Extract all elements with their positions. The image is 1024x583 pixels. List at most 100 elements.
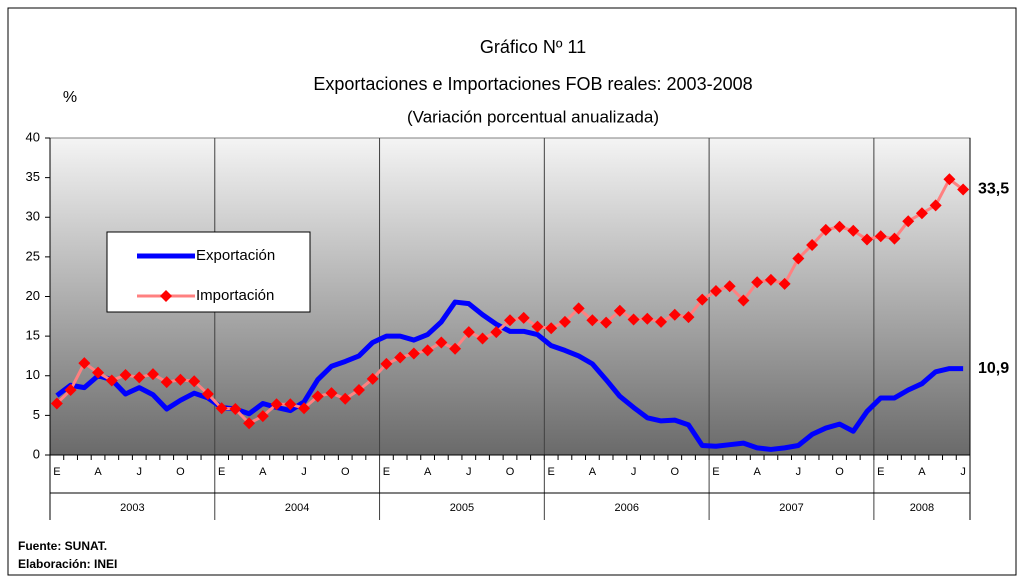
marker	[696, 293, 709, 306]
y-tick-label: 35	[26, 169, 40, 184]
y-tick-label: 10	[26, 367, 40, 382]
marker	[764, 273, 777, 286]
year-label: 2005	[450, 502, 474, 514]
marker	[874, 230, 887, 243]
marker	[64, 384, 77, 397]
x-tick-label: O	[176, 466, 185, 478]
marker	[92, 366, 105, 379]
marker	[737, 294, 750, 307]
marker	[311, 390, 324, 403]
x-tick-label: J	[796, 466, 802, 478]
marker	[201, 387, 214, 400]
marker	[558, 315, 571, 328]
y-tick-label: 0	[33, 446, 40, 461]
marker	[545, 322, 558, 335]
marker	[119, 368, 132, 381]
marker	[915, 207, 928, 220]
x-tick-label: O	[506, 466, 515, 478]
marker	[284, 398, 297, 411]
marker	[215, 402, 228, 415]
x-tick-label: O	[835, 466, 844, 478]
marker	[366, 372, 379, 385]
marker	[339, 392, 352, 405]
marker	[462, 326, 475, 339]
marker	[504, 314, 516, 327]
marker	[902, 215, 915, 228]
chart-subtitle: Exportaciones e Importaciones FOB reales…	[313, 74, 752, 94]
marker	[146, 368, 159, 381]
marker	[352, 384, 365, 397]
marker	[627, 313, 640, 326]
marker	[449, 342, 462, 355]
x-tick-label: E	[548, 466, 555, 478]
marker	[490, 326, 503, 339]
x-tick-label: A	[259, 466, 267, 478]
marker	[188, 375, 201, 388]
chart-title: Gráfico Nº 11	[480, 37, 586, 57]
marker	[888, 232, 901, 245]
legend-label: Importación	[196, 287, 274, 304]
marker	[517, 311, 530, 324]
marker	[709, 284, 722, 297]
value-label: 10,9	[978, 360, 1009, 377]
marker	[682, 311, 695, 324]
marker	[298, 402, 311, 415]
x-tick-label: J	[960, 466, 966, 478]
x-tick-label: E	[218, 466, 225, 478]
x-tick-label: O	[341, 466, 350, 478]
y-tick-label: 20	[26, 288, 40, 303]
marker	[600, 316, 613, 329]
marker	[586, 314, 599, 327]
marker	[160, 376, 173, 389]
year-label: 2007	[779, 502, 803, 514]
marker	[531, 320, 544, 333]
marker	[847, 224, 860, 237]
marker	[476, 332, 489, 345]
marker	[655, 315, 668, 328]
marker	[133, 371, 146, 384]
year-label: 2006	[614, 502, 638, 514]
x-tick-label: J	[301, 466, 307, 478]
marker	[105, 374, 118, 387]
y-tick-label: 5	[33, 407, 40, 422]
marker	[229, 403, 242, 416]
credit: Elaboración: INEI	[18, 557, 117, 571]
x-tick-label: A	[94, 466, 102, 478]
legend	[106, 231, 311, 313]
legend-marker	[160, 290, 172, 302]
marker	[50, 397, 63, 410]
x-tick-label: J	[466, 466, 472, 478]
marker	[819, 223, 832, 236]
marker	[435, 336, 448, 349]
y-tick-label: 15	[26, 328, 40, 343]
marker	[943, 173, 956, 186]
year-label: 2008	[910, 502, 934, 514]
marker	[270, 398, 283, 411]
y-tick-label: 25	[26, 248, 40, 263]
marker	[78, 357, 91, 370]
year-label: 2003	[120, 502, 144, 514]
marker	[723, 280, 736, 293]
marker	[421, 344, 434, 357]
marker	[325, 387, 338, 400]
x-tick-label: E	[53, 466, 60, 478]
legend-label: Exportación	[196, 247, 275, 264]
marker	[833, 220, 846, 233]
marker	[778, 277, 791, 290]
source: Fuente: SUNAT.	[18, 539, 107, 553]
marker	[751, 276, 764, 289]
x-tick-label: A	[753, 466, 761, 478]
marker	[572, 302, 585, 315]
year-label: 2004	[285, 502, 309, 514]
marker	[256, 410, 269, 423]
x-tick-label: E	[383, 466, 390, 478]
y-axis-label: %	[63, 89, 77, 106]
x-tick-label: A	[424, 466, 432, 478]
marker	[641, 312, 654, 325]
marker	[929, 199, 942, 212]
marker	[792, 252, 805, 265]
y-tick-label: 40	[26, 129, 40, 144]
marker	[243, 417, 256, 430]
marker	[380, 357, 393, 370]
